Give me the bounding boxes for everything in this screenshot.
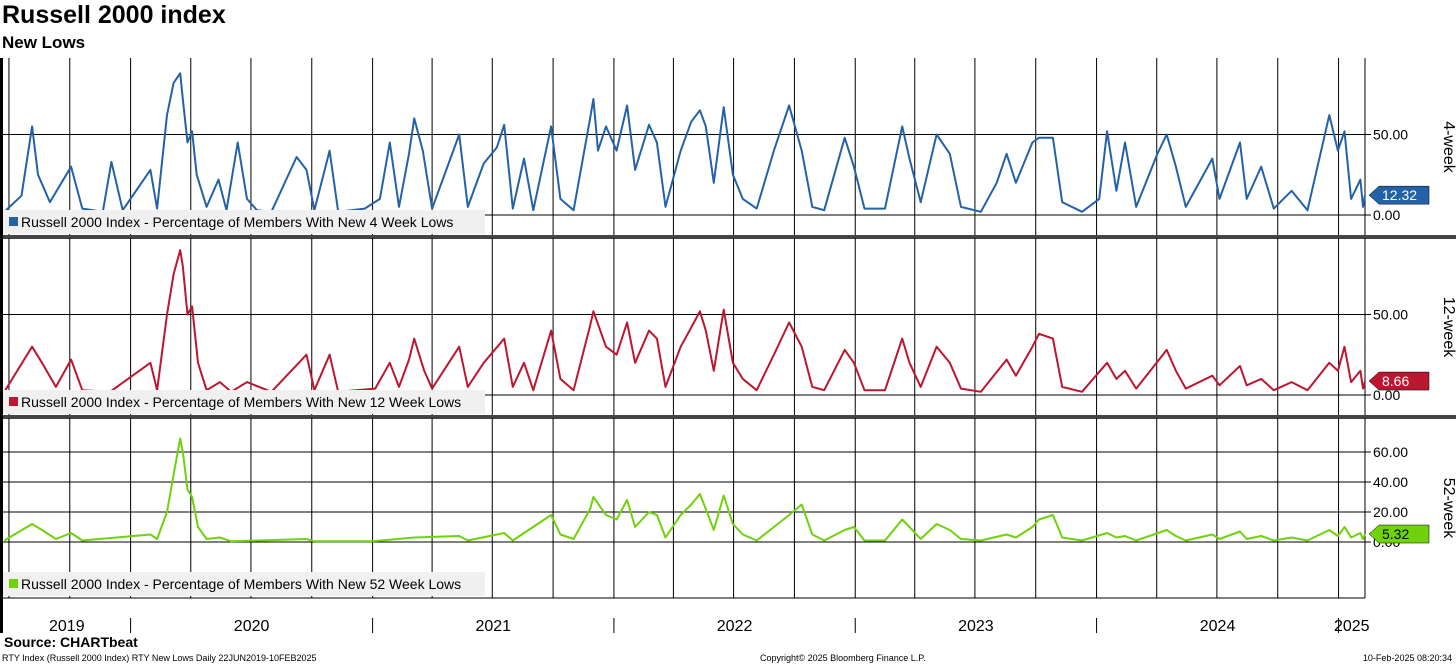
last-value-label: 5.32 [1382,526,1409,542]
panel-separator [0,235,1456,239]
left-border [0,58,3,633]
panel-label: 12-week [1440,297,1456,358]
legend-label: Russell 2000 Index - Percentage of Membe… [21,394,461,410]
y-tick-label: 60.00 [1373,444,1408,460]
y-tick-label: 0.00 [1373,207,1400,223]
panel-label: 52-week [1440,478,1456,539]
footer-timestamp: 10-Feb-2025 08:20:34 [1362,653,1452,663]
legend-box [3,390,485,414]
page-title: Russell 2000 index [2,1,226,29]
y-tick-label: 50.00 [1373,306,1408,322]
y-tick-label: 50.00 [1373,126,1408,142]
panel-4-week: 50.00 0.00 12.32 4-week Russell 2000 Index -… [0,58,1456,239]
legend-box [3,572,485,596]
last-value-label: 12.32 [1382,187,1417,203]
series-line [3,437,1366,543]
last-value-tag [1368,524,1430,544]
y-tick-label: 20.00 [1373,504,1408,520]
page-subtitle: New Lows [2,33,86,52]
y-tick-label: 40.00 [1373,474,1408,490]
legend-label: Russell 2000 Index - Percentage of Membe… [21,576,461,592]
x-tick-label: 2019 [49,618,85,635]
last-value-tag [1368,185,1430,205]
panel-label: 4-week [1440,121,1456,174]
x-tick-label: 2020 [234,618,270,635]
legend-swatch [9,579,18,588]
legend-box [3,210,485,234]
series-line [3,72,1366,213]
panel-12-week: 50.00 0.008.66 12-week Russell 2000 Index -… [0,238,1456,419]
x-tick-label: 2022 [717,618,753,635]
x-axis: 2019 2020 2021 2022 2023 2024 2025 [0,58,1370,635]
source-note: Source: CHARTbeat [4,634,138,650]
x-tick-label: 2023 [958,618,994,635]
footer-copyright: Copyright© 2025 Bloomberg Finance L.P. [760,653,926,663]
legend-label: Russell 2000 Index - Percentage of Membe… [21,214,453,230]
y-tick-label: 0.00 [1373,387,1400,403]
last-value-label: 8.66 [1382,373,1409,389]
last-value-tag [1368,371,1430,391]
x-tick-label: 2025 [1334,618,1370,635]
x-tick-label: 2021 [475,618,511,635]
footer-series-info: RTY Index (Russell 2000 Index) RTY New L… [2,653,317,663]
legend-swatch [9,217,18,226]
series-line [3,249,1366,393]
x-tick-label: 2024 [1200,618,1236,635]
legend-swatch [9,397,18,406]
panel-separator [0,415,1456,419]
